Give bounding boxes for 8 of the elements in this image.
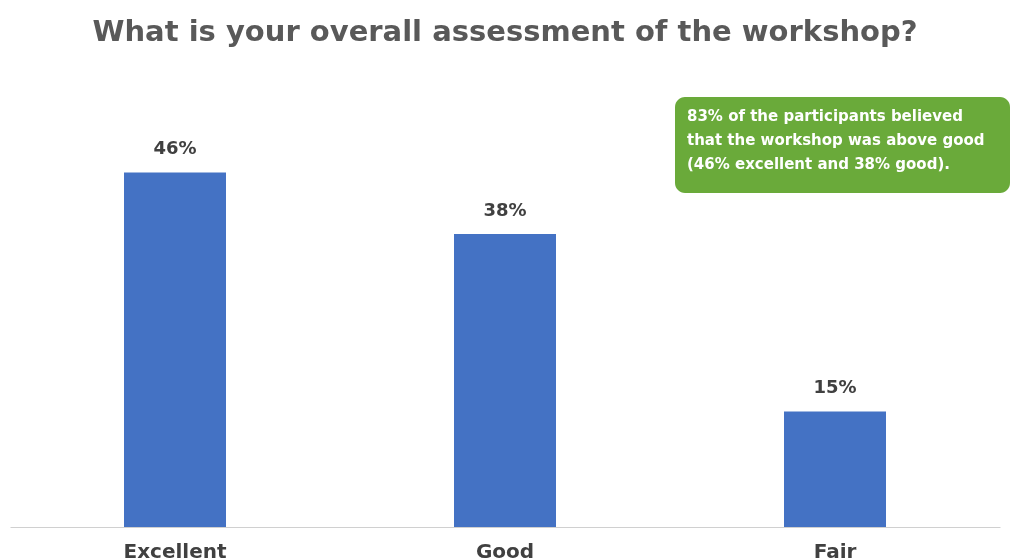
data-label: 15% [813, 376, 857, 398]
data-label: 46% [153, 137, 197, 159]
x-tick-label: Excellent [123, 538, 227, 559]
data-label: 38% [483, 199, 527, 221]
x-tick-label: Fair [813, 538, 857, 559]
chart-title: What is your overall assessment of the workshop? [92, 14, 918, 48]
annotation: 83% of the participants believed that the workshop was above good (46% excellent and 38% good). [687, 107, 985, 173]
x-tick-label: Good [475, 538, 535, 559]
